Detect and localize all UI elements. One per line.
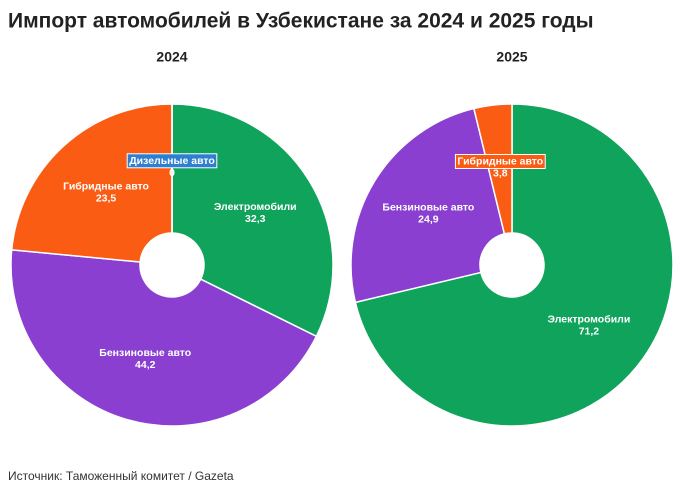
label-background <box>454 153 546 169</box>
value-label: 23,5 <box>96 192 117 204</box>
category-label: Бензиновые авто <box>99 347 191 359</box>
value-label: 24,9 <box>418 214 439 226</box>
donut-hole <box>140 233 204 297</box>
value-label: 3,8 <box>493 167 508 179</box>
category-label: Гибридные авто <box>457 155 543 167</box>
category-label: Дизельные авто <box>129 155 215 167</box>
value-label: 0 <box>169 167 175 179</box>
chart-subtitle: 2025 <box>496 49 527 65</box>
value-label: 32,3 <box>245 213 266 225</box>
value-label: 71,2 <box>579 326 600 338</box>
category-label: Гибридные авто <box>63 180 149 192</box>
category-label: Электромобили <box>214 201 297 213</box>
donut-hole <box>480 233 544 297</box>
label-background <box>126 153 218 169</box>
value-label: 44,2 <box>135 359 156 371</box>
category-label: Бензиновые авто <box>382 202 474 214</box>
page-title: Импорт автомобилей в Узбекистане за 2024… <box>8 10 594 33</box>
category-label: Электромобили <box>548 314 631 326</box>
chart-subtitle: 2024 <box>156 49 187 65</box>
source: Источник: Таможенный комитет / Gazeta <box>8 469 234 483</box>
